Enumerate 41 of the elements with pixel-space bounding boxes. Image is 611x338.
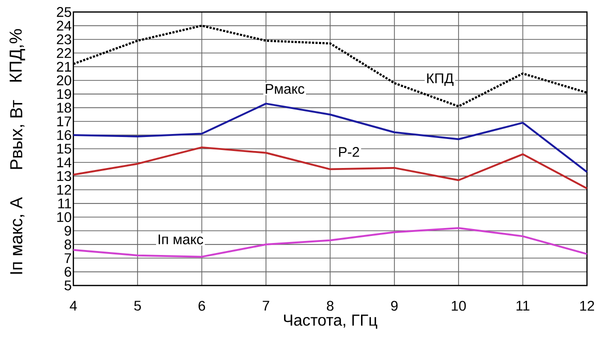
y-tick-label: 14 — [57, 158, 72, 168]
y-tick-label: 18 — [57, 103, 72, 113]
y-tick-label: 6 — [64, 267, 72, 278]
x-tick-label: 11 — [516, 301, 530, 311]
y-tick-label: 25 — [56, 7, 72, 18]
x-tick-label: 12 — [580, 301, 594, 311]
y-tick-label: 11 — [58, 198, 72, 208]
x-axis-title: Частота, ГГц — [284, 314, 378, 330]
y-tick-label: 15 — [57, 144, 72, 154]
text: Iп макс, А — [10, 197, 24, 274]
x-tick-label: 8 — [326, 301, 334, 312]
y-tick-label: 16 — [57, 130, 72, 140]
y-tick-label: 19 — [57, 89, 72, 100]
y-tick-label: 7 — [64, 254, 72, 264]
line-series — [72, 102, 588, 174]
y-axis-title: КПД,% — [10, 29, 26, 82]
y-tick-label: 23 — [56, 34, 72, 45]
x-tick-label: 5 — [134, 301, 141, 311]
line-series — [72, 227, 588, 258]
y-tick-label: 12 — [57, 185, 72, 195]
line-series — [72, 146, 588, 190]
y-tick-label: 21 — [56, 62, 72, 72]
y-tick-label: 22 — [56, 48, 72, 58]
x-tick-label: 10 — [452, 301, 466, 312]
x-tick-label: 6 — [198, 301, 206, 312]
series-label: Рмакс — [266, 84, 304, 94]
y-tick-label: 13 — [57, 171, 72, 182]
x-tick-label: 4 — [70, 301, 77, 311]
text: Рвых, Вт — [10, 100, 24, 170]
series-label: КПД — [427, 74, 454, 86]
y-tick-label: 9 — [64, 226, 72, 236]
y-tick-label: 8 — [64, 240, 72, 250]
y-tick-label: 10 — [57, 212, 72, 222]
y-tick-label: 24 — [56, 21, 72, 31]
x-tick-label: 7 — [262, 301, 270, 311]
x-tick-label: 9 — [391, 301, 398, 312]
series-label: Iп макс — [158, 234, 204, 245]
series-label: Р-2 — [339, 147, 360, 158]
y-tick-label: 20 — [56, 76, 72, 86]
y-tick-label: 17 — [57, 116, 72, 126]
y-tick-label: 5 — [64, 280, 72, 291]
